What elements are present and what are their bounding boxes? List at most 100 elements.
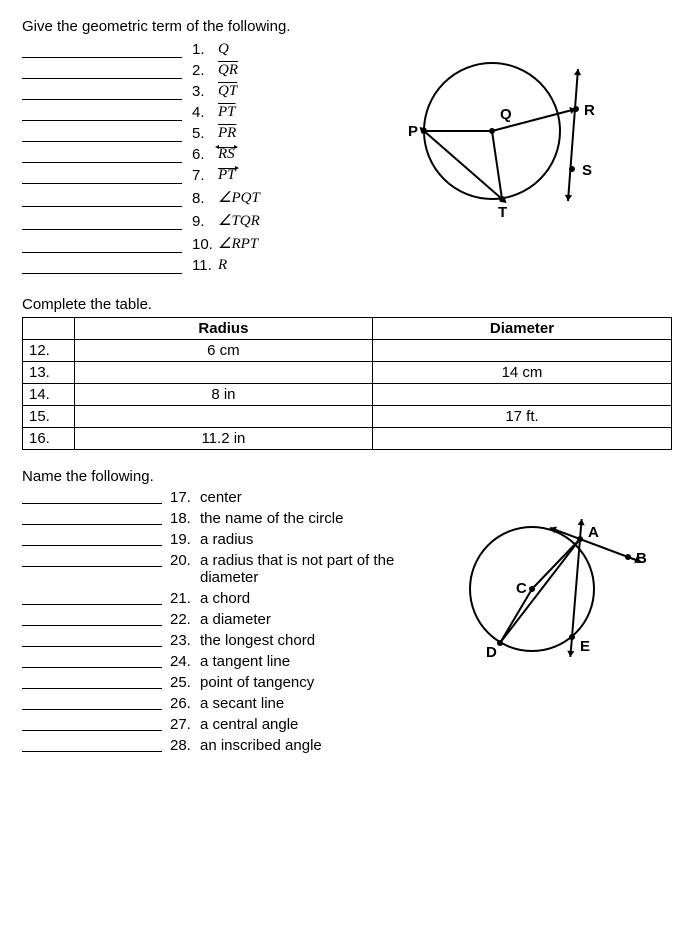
q-number: 10.	[192, 236, 218, 253]
svg-text:S: S	[582, 162, 592, 179]
q-text: point of tangency	[200, 674, 314, 691]
q-number: 21.	[170, 590, 200, 607]
q-number: 4.	[192, 104, 218, 121]
table-row: 13. 14 cm	[23, 362, 672, 384]
q-text: a tangent line	[200, 653, 290, 670]
q-row: 11.R	[22, 257, 382, 274]
answer-blank[interactable]	[22, 85, 182, 100]
answer-blank[interactable]	[22, 215, 182, 230]
q-number: 1.	[192, 41, 218, 58]
answer-blank[interactable]	[22, 43, 182, 58]
q-text: the name of the circle	[200, 510, 343, 527]
q-number: 23.	[170, 632, 200, 649]
answer-blank[interactable]	[22, 169, 182, 184]
answer-blank[interactable]	[22, 632, 162, 647]
section2-title: Complete the table.	[22, 296, 672, 313]
row-num: 15.	[23, 406, 75, 428]
answer-blank[interactable]	[22, 611, 162, 626]
q-number: 25.	[170, 674, 200, 691]
answer-blank[interactable]	[22, 737, 162, 752]
answer-blank[interactable]	[22, 127, 182, 142]
cell-radius[interactable]	[74, 406, 372, 428]
q-term: R	[218, 257, 227, 274]
row-num: 14.	[23, 384, 75, 406]
answer-blank[interactable]	[22, 148, 182, 163]
q-term: PT	[218, 104, 236, 121]
answer-blank[interactable]	[22, 106, 182, 121]
q-row: 10.∠RPT	[22, 234, 382, 253]
q-number: 11.	[192, 257, 218, 274]
svg-text:C: C	[516, 580, 527, 597]
q-text: center	[200, 489, 242, 506]
answer-blank[interactable]	[22, 695, 162, 710]
svg-text:A: A	[588, 524, 599, 541]
q-number: 22.	[170, 611, 200, 628]
section1-list: 1.Q2.QR3.QT4.PT5.PR6.RS7.PT8.∠PQT9.∠TQR1…	[22, 41, 382, 278]
th-radius: Radius	[74, 318, 372, 340]
table-row: 16.11.2 in	[23, 428, 672, 450]
answer-blank[interactable]	[22, 552, 162, 567]
cell-diameter[interactable]	[373, 428, 672, 450]
svg-text:E: E	[580, 638, 590, 655]
q-row: 5.PR	[22, 125, 382, 142]
answer-blank[interactable]	[22, 259, 182, 274]
svg-text:R: R	[584, 102, 595, 119]
svg-text:D: D	[486, 644, 497, 661]
q-number: 17.	[170, 489, 200, 506]
q-number: 26.	[170, 695, 200, 712]
q-row: 25.point of tangency	[22, 674, 422, 691]
svg-text:B: B	[636, 550, 647, 567]
q-row: 1.Q	[22, 41, 382, 58]
row-num: 16.	[23, 428, 75, 450]
answer-blank[interactable]	[22, 64, 182, 79]
answer-blank[interactable]	[22, 489, 162, 504]
answer-blank[interactable]	[22, 653, 162, 668]
q-text: a central angle	[200, 716, 298, 733]
answer-blank[interactable]	[22, 674, 162, 689]
q-row: 28.an inscribed angle	[22, 737, 422, 754]
q-number: 19.	[170, 531, 200, 548]
answer-blank[interactable]	[22, 510, 162, 525]
cell-diameter[interactable]: 17 ft.	[373, 406, 672, 428]
answer-blank[interactable]	[22, 238, 182, 253]
q-text: the longest chord	[200, 632, 315, 649]
section1-title: Give the geometric term of the following…	[22, 18, 672, 35]
row-num: 13.	[23, 362, 75, 384]
q-row: 21.a chord	[22, 590, 422, 607]
cell-radius[interactable]: 6 cm	[74, 340, 372, 362]
q-term: ∠RPT	[218, 234, 258, 253]
row-num: 12.	[23, 340, 75, 362]
q-row: 6.RS	[22, 146, 382, 163]
q-term: PR	[218, 125, 236, 142]
svg-text:Q: Q	[500, 106, 512, 123]
q-row: 18.the name of the circle	[22, 510, 422, 527]
cell-radius[interactable]: 8 in	[74, 384, 372, 406]
q-row: 20.a radius that is not part of the diam…	[22, 552, 422, 586]
cell-diameter[interactable]	[373, 340, 672, 362]
section3-diagram: C A B D E	[432, 489, 662, 758]
th-diameter: Diameter	[373, 318, 672, 340]
q-number: 8.	[192, 190, 218, 207]
q-number: 2.	[192, 62, 218, 79]
q-row: 22.a diameter	[22, 611, 422, 628]
answer-blank[interactable]	[22, 192, 182, 207]
svg-text:P: P	[408, 123, 418, 140]
q-row: 7.PT	[22, 167, 382, 184]
svg-text:T: T	[498, 204, 507, 221]
answer-blank[interactable]	[22, 590, 162, 605]
q-row: 17.center	[22, 489, 422, 506]
q-row: 24.a tangent line	[22, 653, 422, 670]
q-number: 9.	[192, 213, 218, 230]
answer-blank[interactable]	[22, 531, 162, 546]
q-term: ∠TQR	[218, 211, 260, 230]
q-text: a diameter	[200, 611, 271, 628]
cell-radius[interactable]: 11.2 in	[74, 428, 372, 450]
q-term: ∠PQT	[218, 188, 260, 207]
cell-diameter[interactable]	[373, 384, 672, 406]
q-number: 20.	[170, 552, 200, 569]
cell-radius[interactable]	[74, 362, 372, 384]
q-text: a radius	[200, 531, 253, 548]
cell-diameter[interactable]: 14 cm	[373, 362, 672, 384]
answer-blank[interactable]	[22, 716, 162, 731]
q-term: RS	[218, 146, 235, 163]
